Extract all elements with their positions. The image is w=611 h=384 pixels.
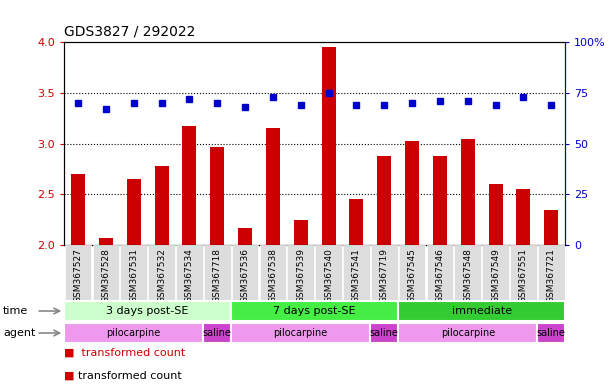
- Bar: [516, 189, 530, 245]
- Bar: [120, 245, 147, 300]
- Bar: [455, 245, 481, 300]
- Text: pilocarpine: pilocarpine: [106, 328, 161, 338]
- Text: GSM367531: GSM367531: [130, 248, 138, 303]
- Bar: [371, 245, 398, 300]
- Text: GDS3827 / 292022: GDS3827 / 292022: [64, 25, 196, 38]
- Bar: [155, 166, 169, 245]
- Bar: [65, 245, 92, 300]
- Text: GSM367551: GSM367551: [519, 248, 528, 303]
- Bar: [461, 139, 475, 245]
- Bar: [489, 184, 502, 245]
- Bar: [343, 245, 370, 300]
- Text: GSM367540: GSM367540: [324, 248, 333, 303]
- Bar: [399, 245, 425, 300]
- Bar: [287, 245, 314, 300]
- Bar: [183, 126, 196, 245]
- Bar: [176, 245, 203, 300]
- Text: GSM367538: GSM367538: [268, 248, 277, 303]
- Bar: [398, 323, 537, 343]
- Bar: [510, 245, 537, 300]
- Text: GSM367532: GSM367532: [157, 248, 166, 303]
- Text: saline: saline: [370, 328, 399, 338]
- Text: 7 days post-SE: 7 days post-SE: [273, 306, 356, 316]
- Text: ■  transformed count: ■ transformed count: [64, 348, 185, 358]
- Text: GSM367528: GSM367528: [101, 248, 111, 303]
- Text: 3 days post-SE: 3 days post-SE: [106, 306, 189, 316]
- Bar: [378, 156, 391, 245]
- Bar: [64, 301, 231, 321]
- Bar: [405, 141, 419, 245]
- Text: pilocarpine: pilocarpine: [274, 328, 328, 338]
- Bar: [315, 245, 342, 300]
- Bar: [99, 238, 113, 245]
- Text: GSM367527: GSM367527: [73, 248, 82, 303]
- Bar: [231, 301, 398, 321]
- Bar: [92, 245, 119, 300]
- Bar: [482, 245, 509, 300]
- Text: GSM367548: GSM367548: [463, 248, 472, 303]
- Bar: [266, 128, 280, 245]
- Text: agent: agent: [3, 328, 35, 338]
- Bar: [127, 179, 141, 245]
- Bar: [148, 245, 175, 300]
- Bar: [71, 174, 85, 245]
- Text: transformed count: transformed count: [78, 371, 181, 381]
- Text: time: time: [3, 306, 28, 316]
- Text: immediate: immediate: [452, 306, 512, 316]
- Bar: [538, 245, 565, 300]
- Bar: [321, 47, 335, 245]
- Bar: [64, 323, 203, 343]
- Text: GSM367545: GSM367545: [408, 248, 417, 303]
- Bar: [433, 156, 447, 245]
- Text: saline: saline: [537, 328, 566, 338]
- Text: GSM367549: GSM367549: [491, 248, 500, 303]
- Bar: [370, 323, 398, 343]
- Text: GSM367539: GSM367539: [296, 248, 306, 303]
- Bar: [544, 210, 558, 245]
- Bar: [231, 323, 370, 343]
- Bar: [204, 245, 230, 300]
- Text: GSM367541: GSM367541: [352, 248, 361, 303]
- Bar: [294, 220, 308, 245]
- Bar: [210, 147, 224, 245]
- Text: saline: saline: [203, 328, 232, 338]
- Bar: [232, 245, 258, 300]
- Text: GSM367719: GSM367719: [380, 248, 389, 303]
- Bar: [537, 323, 565, 343]
- Text: GSM367721: GSM367721: [547, 248, 556, 303]
- Bar: [349, 199, 364, 245]
- Text: GSM367534: GSM367534: [185, 248, 194, 303]
- Text: GSM367536: GSM367536: [241, 248, 249, 303]
- Bar: [238, 228, 252, 245]
- Text: GSM367718: GSM367718: [213, 248, 222, 303]
- Bar: [260, 245, 287, 300]
- Text: ■: ■: [64, 371, 75, 381]
- Text: GSM367546: GSM367546: [436, 248, 444, 303]
- Bar: [426, 245, 453, 300]
- Bar: [398, 301, 565, 321]
- Text: pilocarpine: pilocarpine: [441, 328, 495, 338]
- Bar: [203, 323, 231, 343]
